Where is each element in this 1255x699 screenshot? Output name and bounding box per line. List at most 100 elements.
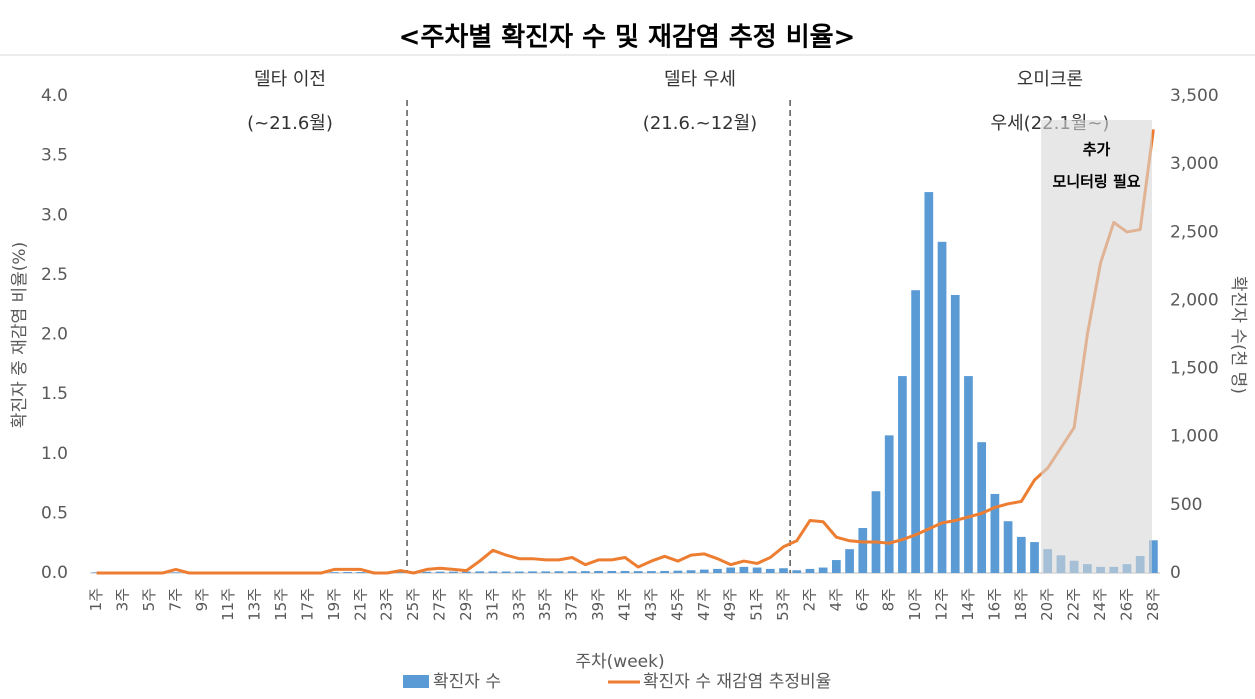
y-tick-label: 0.0 <box>41 563 68 583</box>
period-name: 델타 우세 <box>664 69 736 90</box>
x-tick-label: 8주 <box>880 588 898 611</box>
y-tick-label: 3.0 <box>41 205 68 225</box>
bar <box>779 568 788 573</box>
x-tick-label: 5주 <box>140 588 158 611</box>
bar <box>1016 536 1026 573</box>
x-tick-label: 53주 <box>774 588 792 621</box>
x-tick-label: 12주 <box>933 588 951 621</box>
bar <box>950 294 960 573</box>
bar <box>488 571 498 573</box>
legend-label: 확진자 수 재감염 추정비율 <box>643 672 831 692</box>
bar <box>647 571 656 573</box>
y2-tick-label: 500 <box>1170 495 1202 515</box>
bar <box>1030 542 1039 573</box>
line <box>96 129 1155 575</box>
x-tick-label: 14주 <box>959 588 977 621</box>
annotation: 추가 <box>1083 141 1111 159</box>
period-name: 오미크론 <box>1017 69 1083 90</box>
y2-tick-label: 3,500 <box>1170 86 1219 106</box>
x-tick-label: 4주 <box>827 588 845 611</box>
bar <box>818 567 828 573</box>
bar <box>752 567 762 573</box>
bar <box>554 571 564 573</box>
bar <box>567 571 577 573</box>
bar <box>594 570 603 573</box>
bar <box>1149 540 1158 573</box>
bar <box>726 567 736 573</box>
x-tick-label: 10주 <box>906 588 924 621</box>
x-tick-label: 20주 <box>1038 588 1056 621</box>
bar <box>673 570 683 573</box>
x-tick-label: 13주 <box>246 588 264 621</box>
x-tick-label: 39주 <box>589 588 607 621</box>
x-tick-label: 18주 <box>1012 588 1030 621</box>
x-tick-label: 51주 <box>748 588 766 621</box>
bar <box>462 571 471 573</box>
bar <box>422 571 432 573</box>
bar <box>448 571 458 573</box>
bar <box>924 192 934 573</box>
bar <box>541 571 551 573</box>
bar <box>396 572 405 573</box>
bar <box>171 572 181 573</box>
x-tick-label: 43주 <box>642 588 660 621</box>
y-tick-label: 0.5 <box>41 503 68 523</box>
x-tick-label: 11주 <box>219 588 237 621</box>
x-axis-label: 주차(week) <box>575 652 664 672</box>
x-tick-label: 27주 <box>431 588 449 621</box>
chart-title: <주차별 확진자 수 및 재감염 추정 비율> <box>399 23 856 53</box>
x-tick-label: 2주 <box>800 588 818 611</box>
bar <box>660 570 669 573</box>
bar <box>845 549 854 573</box>
annotation: 모니터링 필요 <box>1053 173 1141 191</box>
y2-tick-label: 1,500 <box>1170 359 1219 379</box>
bar <box>871 491 881 573</box>
bar <box>699 569 709 573</box>
y2-tick-label: 3,000 <box>1170 154 1219 174</box>
period-range: (21.6.~12월) <box>643 113 757 134</box>
bar <box>581 571 590 573</box>
y2-axis-label: 확진자 수(천 명) <box>1228 276 1248 394</box>
x-tick-label: 15주 <box>272 588 290 621</box>
bar <box>435 571 445 573</box>
bar <box>990 493 1000 573</box>
bar <box>884 435 894 573</box>
y-tick-label: 1.0 <box>41 444 68 464</box>
y2-tick-label: 2,000 <box>1170 290 1219 310</box>
x-tick-label: 21주 <box>351 588 369 621</box>
x-tick-label: 41주 <box>616 588 634 621</box>
x-tick-label: 24주 <box>1091 588 1109 621</box>
bar <box>501 571 511 573</box>
bar <box>858 528 868 573</box>
x-tick-label: 25주 <box>404 588 422 621</box>
bar <box>686 570 696 573</box>
legend-label: 확진자 수 <box>433 672 501 692</box>
x-tick-label: 33주 <box>510 588 528 621</box>
bar <box>831 560 841 573</box>
bar <box>805 568 815 573</box>
bar <box>898 376 907 573</box>
y2-tick-label: 1,000 <box>1170 427 1219 447</box>
x-tick-label: 16주 <box>985 588 1003 621</box>
x-tick-label: 35주 <box>536 588 554 621</box>
bar <box>713 568 722 573</box>
x-tick-label: 22주 <box>1065 588 1083 621</box>
bar <box>633 571 643 573</box>
x-tick-label: 6주 <box>853 588 871 611</box>
bar <box>620 570 630 573</box>
bar <box>765 568 775 573</box>
bar <box>1003 521 1013 573</box>
bar <box>937 241 947 573</box>
bar <box>964 376 973 573</box>
x-tick-label: 31주 <box>483 588 501 621</box>
period-name: 델타 이전 <box>254 69 326 90</box>
bar <box>792 570 802 573</box>
x-tick-label: 9주 <box>193 588 211 611</box>
bar <box>475 571 485 573</box>
x-tick-label: 29주 <box>457 588 475 621</box>
x-tick-label: 28주 <box>1144 588 1162 621</box>
bar <box>356 572 366 573</box>
period-range: (~21.6월) <box>247 113 333 134</box>
x-tick-label: 26주 <box>1117 588 1135 621</box>
